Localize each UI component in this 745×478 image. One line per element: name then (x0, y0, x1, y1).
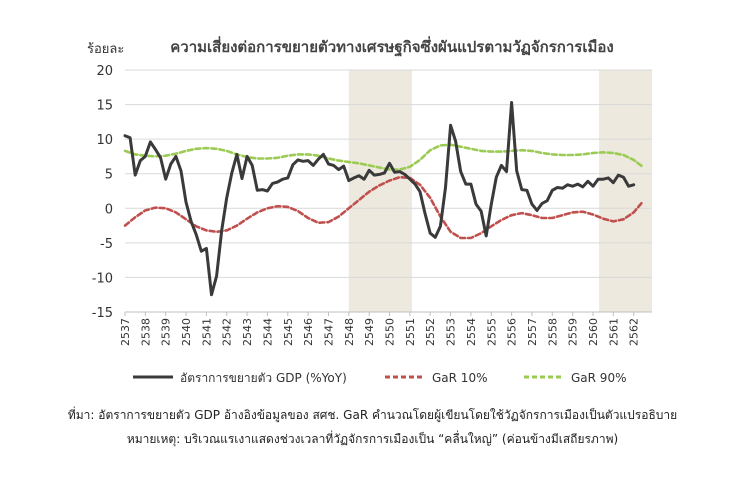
x-tick-label: 2553 (445, 318, 458, 346)
y-tick-label: 10 (96, 133, 113, 148)
remark-note: หมายเหตุ: บริเวณแรเงาแสดงช่วงเวลาที่วัฏจ… (126, 432, 619, 446)
legend-label-0: อัตราการขยายตัว GDP (%YoY) (180, 371, 347, 385)
x-tick-label: 2562 (628, 318, 641, 346)
x-tick-label: 2550 (384, 318, 397, 346)
x-tick-label: 2537 (119, 318, 132, 346)
x-tick-label: 2560 (587, 318, 600, 346)
x-tick-label: 2551 (404, 318, 417, 346)
x-tick-label: 2541 (200, 318, 213, 346)
legend-label-2: GaR 90% (571, 371, 626, 385)
x-tick-label: 2546 (302, 318, 315, 346)
shaded-period-1 (599, 70, 652, 312)
x-tick-label: 2545 (282, 318, 295, 346)
y-tick-label: -5 (100, 237, 113, 252)
x-tick-label: 2547 (322, 318, 335, 346)
x-tick-label: 2554 (465, 318, 478, 346)
x-tick-label: 2543 (241, 318, 254, 346)
x-tick-label: 2555 (485, 318, 498, 346)
x-tick-label: 2540 (180, 318, 193, 346)
x-tick-label: 2548 (343, 318, 356, 346)
y-axis-label: ร้อยละ (87, 42, 124, 57)
series-line-0 (123, 101, 636, 297)
y-tick-label: 20 (96, 64, 113, 79)
y-tick-label: 15 (96, 99, 113, 114)
x-tick-label: 2558 (546, 318, 559, 346)
y-tick-label: -15 (92, 306, 113, 321)
y-tick-label: -10 (92, 271, 113, 286)
x-tick-label: 2544 (261, 318, 274, 346)
x-tick-label: 2557 (526, 318, 539, 346)
series-line-2 (123, 143, 644, 171)
legend-label-1: GaR 10% (432, 371, 487, 385)
x-tick-label: 2539 (160, 318, 173, 346)
x-tick-label: 2561 (607, 318, 620, 346)
y-tick-label: 5 (105, 168, 113, 183)
chart-title: ความเสี่ยงต่อการขยายตัวทางเศรษฐกิจซึ่งผั… (170, 36, 613, 57)
x-tick-label: 2538 (139, 318, 152, 346)
x-tick-label: 2552 (424, 318, 437, 346)
series-line-1 (123, 175, 644, 240)
shaded-period-0 (348, 70, 412, 312)
source-note: ที่มา: อัตราการขยายตัว GDP อ้างอิงข้อมูล… (67, 408, 678, 422)
x-tick-label: 2542 (221, 318, 234, 346)
x-tick-label: 2549 (363, 318, 376, 346)
x-tick-label: 2559 (567, 318, 580, 346)
y-tick-label: 0 (105, 202, 113, 217)
x-tick-label: 2556 (506, 318, 519, 346)
